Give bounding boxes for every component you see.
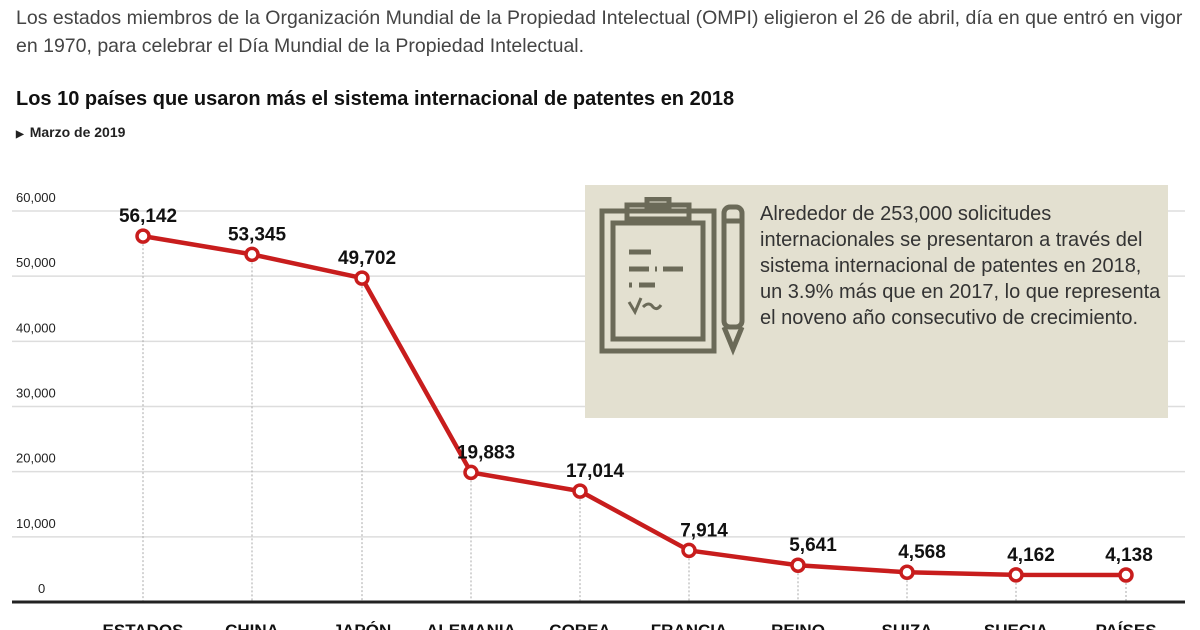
x-category-label: ALEMANIA <box>426 621 516 630</box>
x-category-label: PAÍSES <box>1095 621 1156 630</box>
data-label: 49,702 <box>338 248 396 269</box>
data-label: 4,138 <box>1105 545 1153 566</box>
data-point <box>244 246 260 263</box>
data-label: 7,914 <box>680 520 728 541</box>
data-point <box>1008 567 1024 583</box>
chart-subtitle: ▶ Marzo de 2019 <box>16 124 125 140</box>
data-label: 4,162 <box>1007 545 1055 566</box>
data-point <box>572 483 588 499</box>
data-point <box>790 557 806 573</box>
data-point <box>681 542 697 559</box>
data-point <box>463 464 479 481</box>
chart-title: Los 10 países que usaron más el sistema … <box>16 88 735 110</box>
data-label: 17,014 <box>566 461 625 482</box>
data-label: 19,883 <box>457 442 515 463</box>
intro-text: Los estados miembros de la Organización … <box>16 7 1183 57</box>
data-point <box>1118 567 1134 583</box>
triangle-icon: ▶ <box>16 129 24 140</box>
y-tick-label: 20,000 <box>16 451 56 466</box>
series-line <box>142 233 1127 578</box>
data-label: 4,568 <box>898 542 946 563</box>
x-category-label: SUECIA <box>984 621 1048 630</box>
y-tick-label: 30,000 <box>16 386 56 401</box>
x-category-label: COREA <box>549 621 610 630</box>
x-category-label: CHINA <box>225 621 279 630</box>
x-category-label: JAPÓN <box>333 621 392 630</box>
data-label: 56,142 <box>119 206 177 227</box>
x-category-label: FRANCIA <box>651 621 728 630</box>
data-point <box>899 564 915 580</box>
y-tick-label: 10,000 <box>16 516 56 531</box>
y-tick-label: 40,000 <box>16 320 56 335</box>
y-tick-label: 60,000 <box>16 190 56 205</box>
clipboard-pencil-icon <box>599 197 745 356</box>
x-category-label: SUIZA <box>882 621 933 630</box>
x-category-label: ESTADOS <box>103 621 184 630</box>
y-tick-label: 0 <box>38 581 45 596</box>
data-point <box>354 270 370 286</box>
info-box: Alrededor de 253,000 solicitudes interna… <box>585 185 1168 418</box>
y-tick-label: 50,000 <box>16 255 56 270</box>
info-text: Alrededor de 253,000 solicitudes interna… <box>760 203 1161 329</box>
x-category-label: REINO <box>771 621 825 630</box>
data-label: 53,345 <box>228 224 287 245</box>
data-label: 5,641 <box>789 535 837 556</box>
data-point <box>135 228 151 244</box>
subtitle-text: Marzo de 2019 <box>29 124 126 140</box>
